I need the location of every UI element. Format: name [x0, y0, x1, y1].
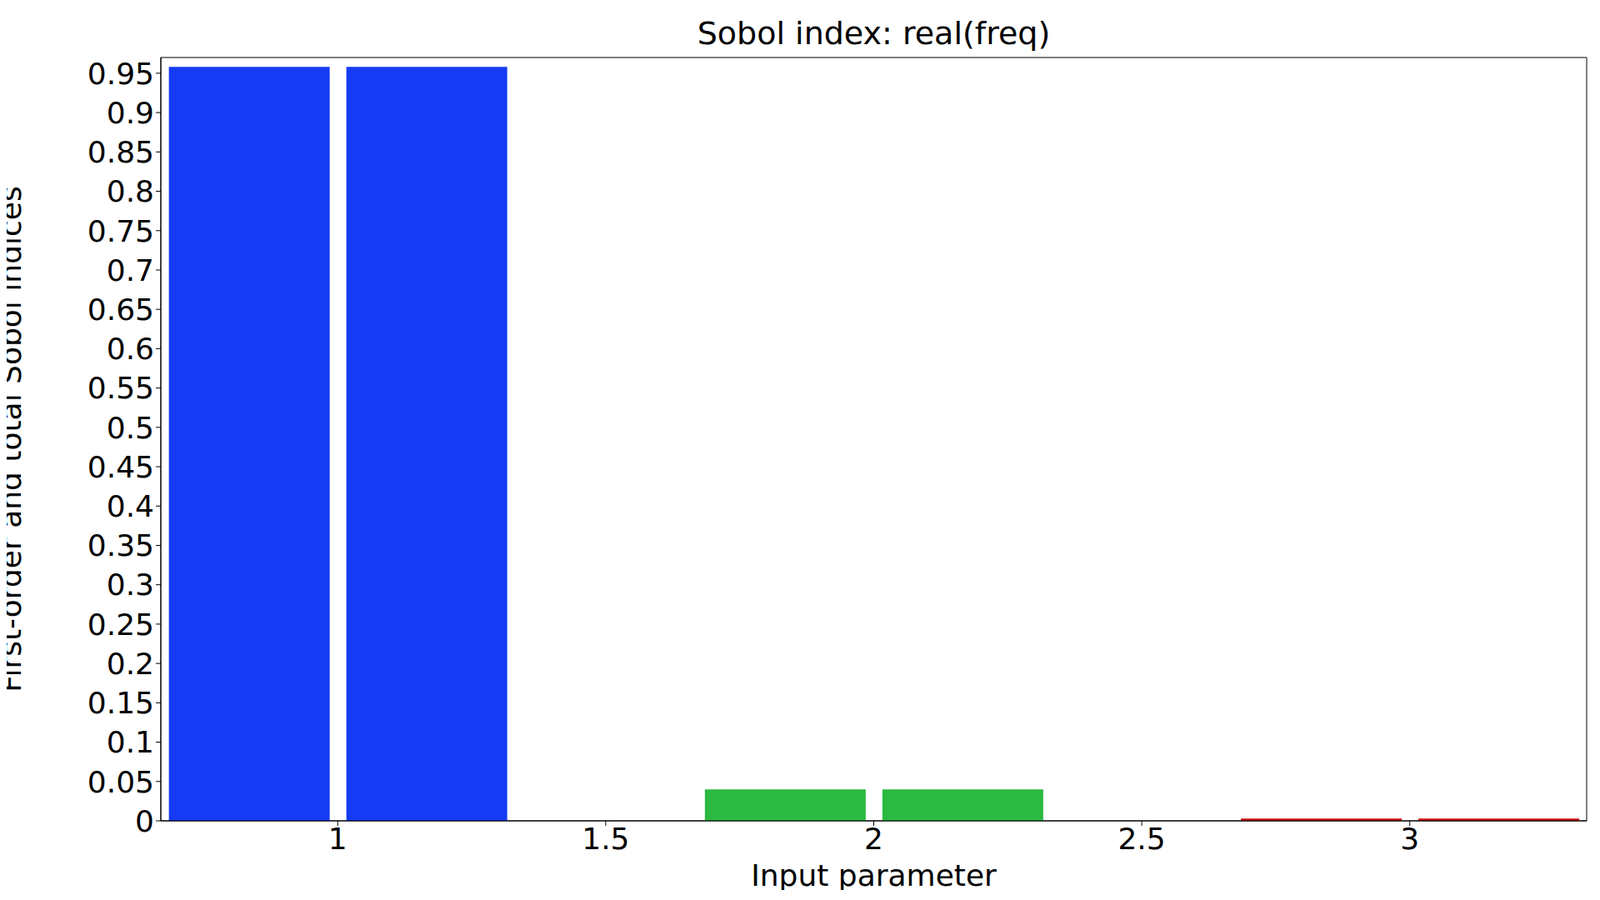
svg-text:0.35: 0.35: [87, 528, 155, 563]
svg-text:0.6: 0.6: [106, 331, 155, 366]
svg-text:0.45: 0.45: [87, 450, 155, 485]
svg-text:1.5: 1.5: [581, 821, 630, 856]
svg-text:0.8: 0.8: [106, 174, 155, 209]
svg-text:0.95: 0.95: [87, 56, 155, 91]
svg-text:1: 1: [328, 821, 348, 856]
svg-text:0.5: 0.5: [106, 410, 155, 445]
svg-text:3: 3: [1400, 821, 1420, 856]
svg-text:0.25: 0.25: [87, 607, 155, 642]
svg-text:0.15: 0.15: [87, 685, 155, 720]
svg-text:2: 2: [864, 821, 884, 856]
svg-text:Input parameter: Input parameter: [750, 858, 997, 890]
svg-text:2.5: 2.5: [1117, 821, 1165, 856]
svg-text:First-order and total Sobol in: First-order and total Sobol indices: [6, 185, 28, 692]
svg-text:0.2: 0.2: [106, 646, 155, 681]
svg-text:0.85: 0.85: [87, 135, 155, 170]
svg-text:0.1: 0.1: [106, 725, 155, 760]
svg-text:0.4: 0.4: [106, 489, 155, 524]
svg-text:0.3: 0.3: [106, 567, 155, 602]
svg-text:0.9: 0.9: [106, 95, 155, 130]
svg-text:0: 0: [135, 804, 155, 839]
svg-text:0.05: 0.05: [87, 765, 155, 800]
svg-text:0.7: 0.7: [106, 253, 155, 288]
svg-text:0.55: 0.55: [87, 370, 155, 405]
html-text:Sobol index: real(freq): Sobol index: real(freq): [697, 15, 1051, 52]
svg-text:0.75: 0.75: [87, 214, 155, 249]
svg-text:0.65: 0.65: [87, 292, 155, 327]
